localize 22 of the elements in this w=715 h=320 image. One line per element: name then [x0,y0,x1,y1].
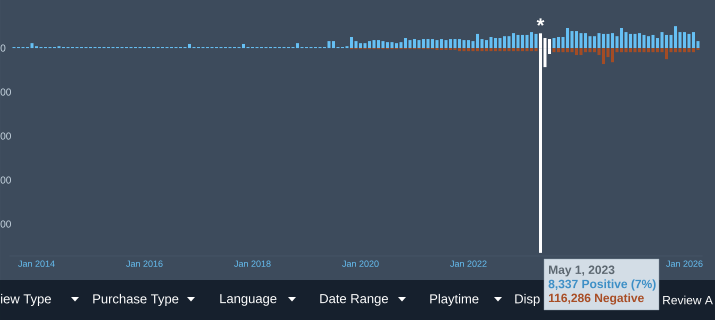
annotation: 00 [0,132,11,140]
text: 116,286 Negative [548,293,644,305]
annotation: 00 [0,220,11,228]
text: Playtime [430,294,478,306]
annotation: 00 [0,88,11,96]
annotation: * [536,18,544,26]
text: Review A [663,296,713,304]
x-tick-label: Jan 2014 [18,260,55,267]
text: Disp [515,294,540,306]
text: 8,337 Positive (7%) [548,279,656,291]
text: Date Range [320,294,388,306]
x-tick-label: Jan 2022 [450,260,487,267]
text: Purchase Type [93,294,178,306]
x-tick-label: Jan 2020 [342,260,379,267]
x-tick-label: Jan 2018 [234,260,271,267]
text: Language [220,294,276,306]
text: iew Type [1,294,51,306]
annotation: 00 [0,176,11,184]
text: May 1, 2023 [549,266,614,276]
text: 0 [0,44,6,52]
x-tick-label: Jan 2016 [126,260,163,267]
x-tick-label: Jan 2026 [666,260,703,267]
